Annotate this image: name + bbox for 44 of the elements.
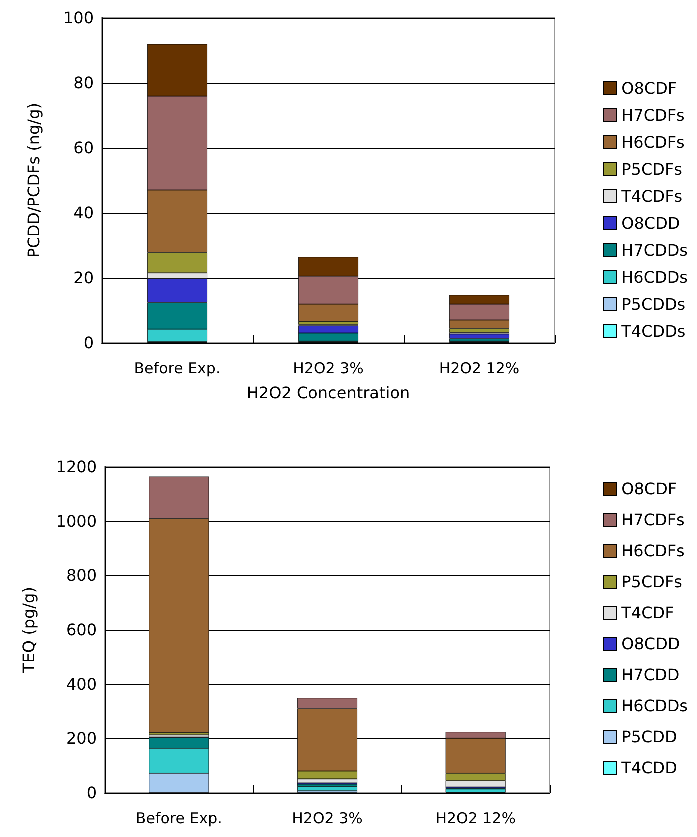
legend-label: P5CDFs: [622, 160, 682, 179]
y-tick-label: 80: [74, 74, 94, 92]
y-tick-label: 60: [74, 138, 94, 158]
legend-label: H7CDFs: [622, 106, 685, 125]
x-tick-label: Before Exp.: [134, 360, 221, 378]
legend-label: H6CDFs: [622, 542, 685, 560]
y-tick-label: 0: [86, 784, 97, 802]
x-axis-title: H2O2 Concentration: [246, 384, 410, 402]
x-tick-label: Before Exp.: [136, 810, 222, 828]
legend-label: O8CDF: [622, 79, 678, 98]
legend-label: H7CDFs: [622, 510, 685, 530]
y-tick-label: 0: [84, 334, 94, 352]
legend-label: H6CDDs: [622, 696, 688, 716]
y-tick-label: 100: [63, 8, 94, 28]
legend-label: O8CDD: [622, 634, 680, 654]
y-tick-label: 40: [74, 204, 94, 222]
y-tick-label: 600: [66, 620, 97, 640]
bar: [450, 334, 510, 339]
x-tick-label: H2O2 3%: [293, 360, 364, 378]
legend-label: T4CDFs: [620, 187, 683, 206]
legend-label: H6CDDs: [622, 268, 688, 287]
y-tick-label: 800: [66, 566, 97, 586]
legend-label: T4CDD: [620, 758, 678, 778]
x-tick-label: H2O2 3%: [292, 810, 363, 828]
y-tick-label: 1000: [56, 512, 97, 531]
legend-label: T4CDDs: [620, 322, 686, 341]
y-tick-label: 1200: [56, 458, 97, 476]
y-tick-label: 200: [66, 729, 97, 748]
y-axis-title: PCDD/PCDFs (ng/g): [24, 103, 44, 258]
legend-label: T4CDF: [620, 604, 674, 622]
y-tick-label: 20: [74, 268, 94, 288]
y-axis-title: TEQ (pg/g): [20, 587, 38, 674]
legend-label: H6CDFs: [622, 133, 685, 152]
legend-label: H7CDDs: [622, 241, 688, 260]
legend-label: O8CDF: [622, 480, 678, 498]
legend-label: P5CDDs: [622, 295, 686, 314]
legend-label: P5CDD: [622, 728, 678, 746]
legend-label: H7CDD: [622, 666, 680, 684]
y-tick-label: 400: [66, 674, 97, 694]
bar: [298, 787, 358, 792]
x-tick-label: H2O2 12%: [436, 810, 516, 828]
legend-label: O8CDD: [622, 214, 680, 233]
legend-label: P5CDFs: [622, 572, 682, 592]
x-tick-label: H2O2 12%: [439, 360, 520, 378]
